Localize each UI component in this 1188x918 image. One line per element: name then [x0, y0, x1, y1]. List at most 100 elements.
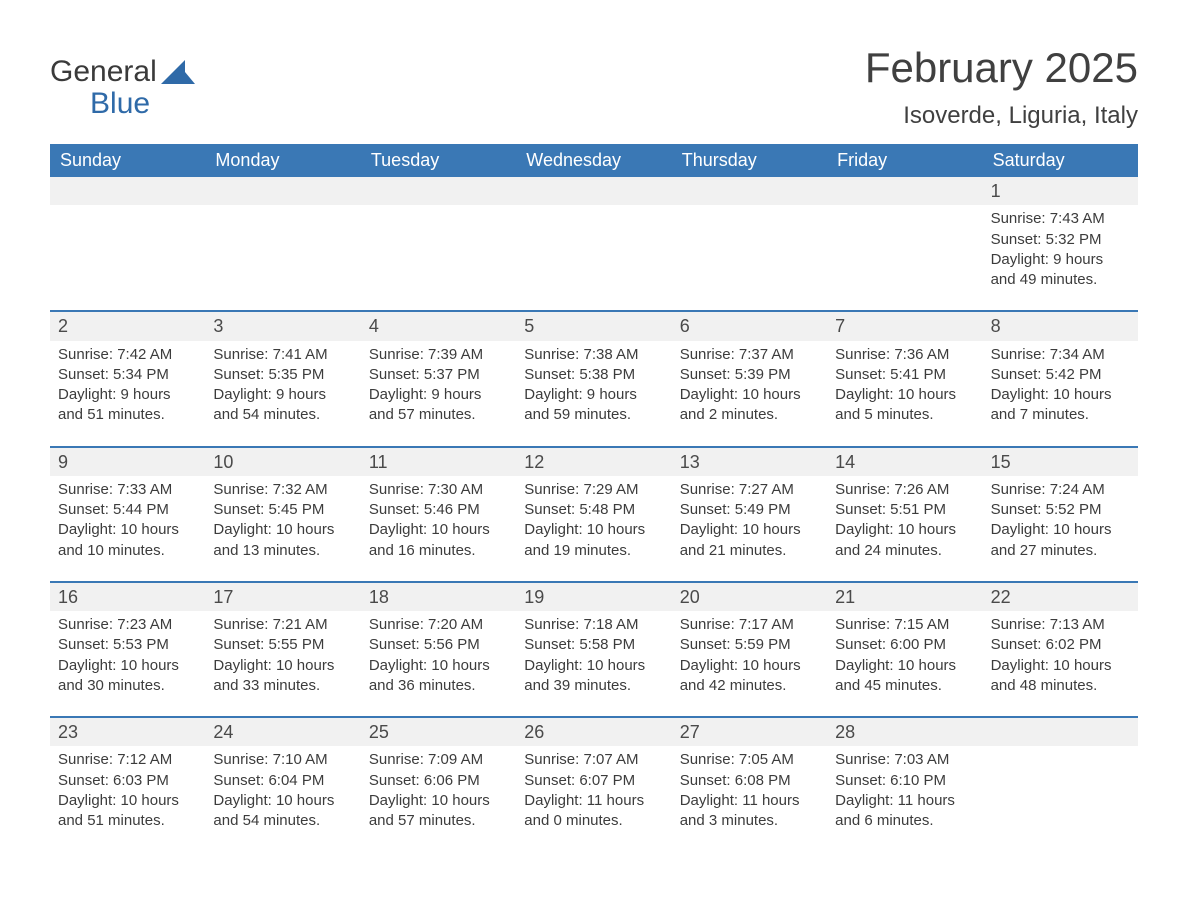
sunset-line: Sunset: 5:42 PM: [991, 365, 1130, 385]
calendar-day: 15Sunrise: 7:24 AMSunset: 5:52 PMDayligh…: [983, 448, 1138, 569]
daylight-line: Daylight: 10 hours and 2 minutes.: [680, 385, 819, 426]
sunset-line: Sunset: 6:04 PM: [213, 771, 352, 791]
day-number: 6: [672, 312, 827, 340]
day-number: 27: [672, 718, 827, 746]
brand-text: General GeBlue: [50, 56, 157, 119]
day-number: 4: [361, 312, 516, 340]
day-number: .: [827, 177, 982, 205]
daylight-line: Daylight: 10 hours and 33 minutes.: [213, 656, 352, 697]
calendar-day: 1Sunrise: 7:43 AMSunset: 5:32 PMDaylight…: [983, 177, 1138, 298]
calendar-page: General GeBlue February 2025 Isoverde, L…: [0, 0, 1188, 911]
calendar-week: 16Sunrise: 7:23 AMSunset: 5:53 PMDayligh…: [50, 581, 1138, 716]
day-number: 19: [516, 583, 671, 611]
sunset-line: Sunset: 5:52 PM: [991, 500, 1130, 520]
brand-logo: General GeBlue: [50, 40, 195, 119]
daylight-line: Daylight: 10 hours and 10 minutes.: [58, 520, 197, 561]
sunrise-line: Sunrise: 7:10 AM: [213, 750, 352, 770]
calendar-day: 19Sunrise: 7:18 AMSunset: 5:58 PMDayligh…: [516, 583, 671, 704]
sunrise-line: Sunrise: 7:37 AM: [680, 345, 819, 365]
day-number: .: [672, 177, 827, 205]
sunset-line: Sunset: 5:59 PM: [680, 635, 819, 655]
sunset-line: Sunset: 5:51 PM: [835, 500, 974, 520]
sunset-line: Sunset: 5:44 PM: [58, 500, 197, 520]
calendar-day: 9 Sunrise: 7:33 AMSunset: 5:44 PMDaylight…: [50, 448, 205, 569]
day-number: 15: [983, 448, 1138, 476]
location: Isoverde, Liguria, Italy: [865, 102, 1138, 130]
day-number: .: [361, 177, 516, 205]
calendar-day: .: [827, 177, 982, 298]
calendar-day: 28Sunrise: 7:03 AMSunset: 6:10 PMDayligh…: [827, 718, 982, 839]
day-number: 20: [672, 583, 827, 611]
sunrise-line: Sunrise: 7:39 AM: [369, 345, 508, 365]
calendar-week: ......1Sunrise: 7:43 AMSunset: 5:32 PMDa…: [50, 177, 1138, 310]
sunset-line: Sunset: 5:46 PM: [369, 500, 508, 520]
day-number: 22: [983, 583, 1138, 611]
sunrise-line: Sunrise: 7:09 AM: [369, 750, 508, 770]
sunrise-line: Sunrise: 7:27 AM: [680, 480, 819, 500]
calendar-day: 16Sunrise: 7:23 AMSunset: 5:53 PMDayligh…: [50, 583, 205, 704]
title-block: February 2025 Isoverde, Liguria, Italy: [865, 40, 1138, 138]
daylight-line: Daylight: 9 hours and 57 minutes.: [369, 385, 508, 426]
sunset-line: Sunset: 5:55 PM: [213, 635, 352, 655]
day-number: 5: [516, 312, 671, 340]
sunrise-line: Sunrise: 7:38 AM: [524, 345, 663, 365]
calendar-day: 12Sunrise: 7:29 AMSunset: 5:48 PMDayligh…: [516, 448, 671, 569]
sunset-line: Sunset: 6:10 PM: [835, 771, 974, 791]
daylight-line: Daylight: 10 hours and 21 minutes.: [680, 520, 819, 561]
day-number: 10: [205, 448, 360, 476]
calendar-day: 21Sunrise: 7:15 AMSunset: 6:00 PMDayligh…: [827, 583, 982, 704]
calendar-day: 2Sunrise: 7:42 AMSunset: 5:34 PMDaylight…: [50, 312, 205, 433]
sunrise-line: Sunrise: 7:15 AM: [835, 615, 974, 635]
calendar-day: .: [983, 718, 1138, 839]
daylight-line: Daylight: 10 hours and 48 minutes.: [991, 656, 1130, 697]
day-number: 26: [516, 718, 671, 746]
day-number: 17: [205, 583, 360, 611]
sunset-line: Sunset: 5:37 PM: [369, 365, 508, 385]
daylight-line: Daylight: 10 hours and 16 minutes.: [369, 520, 508, 561]
calendar-day: 22Sunrise: 7:13 AMSunset: 6:02 PMDayligh…: [983, 583, 1138, 704]
calendar-day: 6Sunrise: 7:37 AMSunset: 5:39 PMDaylight…: [672, 312, 827, 433]
day-number: 9: [50, 448, 205, 476]
sunrise-line: Sunrise: 7:05 AM: [680, 750, 819, 770]
calendar-day: 14Sunrise: 7:26 AMSunset: 5:51 PMDayligh…: [827, 448, 982, 569]
sunrise-line: Sunrise: 7:29 AM: [524, 480, 663, 500]
sunrise-line: Sunrise: 7:17 AM: [680, 615, 819, 635]
sunrise-line: Sunrise: 7:21 AM: [213, 615, 352, 635]
calendar-day: .: [516, 177, 671, 298]
daylight-line: Daylight: 9 hours and 51 minutes.: [58, 385, 197, 426]
daylight-line: Daylight: 10 hours and 51 minutes.: [58, 791, 197, 832]
sunset-line: Sunset: 6:07 PM: [524, 771, 663, 791]
day-number: 13: [672, 448, 827, 476]
daylight-line: Daylight: 10 hours and 19 minutes.: [524, 520, 663, 561]
sunset-line: Sunset: 5:35 PM: [213, 365, 352, 385]
day-number: 16: [50, 583, 205, 611]
sunrise-line: Sunrise: 7:33 AM: [58, 480, 197, 500]
sunrise-line: Sunrise: 7:18 AM: [524, 615, 663, 635]
sunset-line: Sunset: 5:32 PM: [991, 230, 1130, 250]
sunrise-line: Sunrise: 7:24 AM: [991, 480, 1130, 500]
day-number: .: [50, 177, 205, 205]
weekday-header: Sunday: [50, 144, 205, 177]
daylight-line: Daylight: 9 hours and 59 minutes.: [524, 385, 663, 426]
day-number: 2: [50, 312, 205, 340]
calendar-day: .: [361, 177, 516, 298]
sunrise-line: Sunrise: 7:07 AM: [524, 750, 663, 770]
calendar-day: 27Sunrise: 7:05 AMSunset: 6:08 PMDayligh…: [672, 718, 827, 839]
day-number: 18: [361, 583, 516, 611]
calendar-day: 25Sunrise: 7:09 AMSunset: 6:06 PMDayligh…: [361, 718, 516, 839]
calendar-day: 13Sunrise: 7:27 AMSunset: 5:49 PMDayligh…: [672, 448, 827, 569]
day-number: 14: [827, 448, 982, 476]
daylight-line: Daylight: 10 hours and 45 minutes.: [835, 656, 974, 697]
sunset-line: Sunset: 6:06 PM: [369, 771, 508, 791]
brand-word-2: Blue: [90, 87, 150, 120]
weekday-header: Friday: [827, 144, 982, 177]
month-title: February 2025: [865, 44, 1138, 92]
sunrise-line: Sunrise: 7:32 AM: [213, 480, 352, 500]
calendar-day: 10Sunrise: 7:32 AMSunset: 5:45 PMDayligh…: [205, 448, 360, 569]
sunrise-line: Sunrise: 7:41 AM: [213, 345, 352, 365]
sunset-line: Sunset: 5:34 PM: [58, 365, 197, 385]
calendar-grid: ......1Sunrise: 7:43 AMSunset: 5:32 PMDa…: [50, 177, 1138, 851]
day-number: .: [516, 177, 671, 205]
daylight-line: Daylight: 10 hours and 57 minutes.: [369, 791, 508, 832]
daylight-line: Daylight: 9 hours and 54 minutes.: [213, 385, 352, 426]
